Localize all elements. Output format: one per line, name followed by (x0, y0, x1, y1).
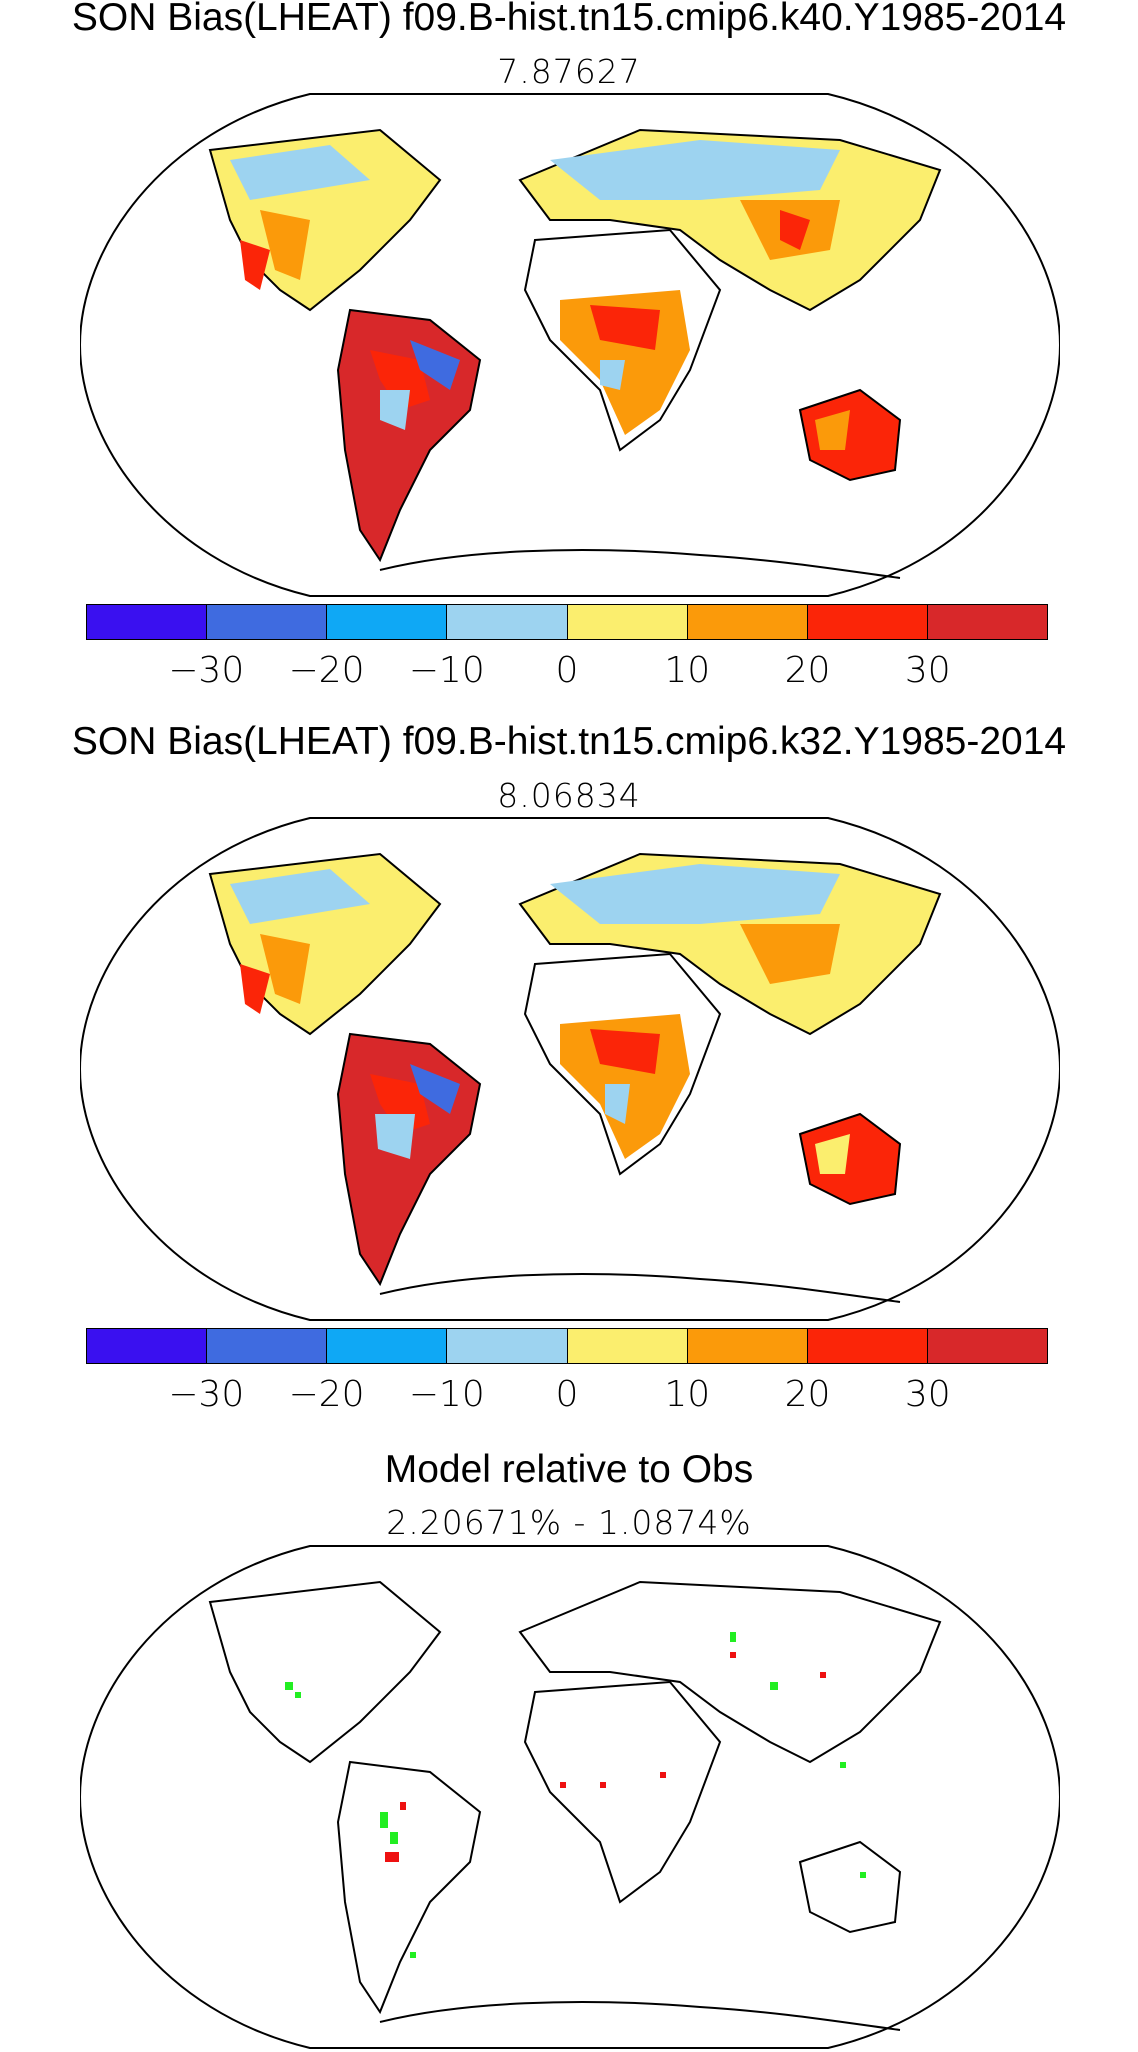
improve-cell (860, 1872, 866, 1878)
tick-label: 10 (664, 650, 711, 691)
colorbar-segment (207, 605, 328, 639)
tick-label: −20 (288, 1374, 365, 1415)
tick-label: 30 (904, 1374, 951, 1415)
tick-label: 10 (664, 1374, 711, 1415)
panel1-colorbar-ticks: −30 −20 −10 0 10 20 30 (86, 650, 1048, 691)
improve-cell (770, 1682, 778, 1690)
colorbar-segment (207, 1329, 328, 1363)
panel2-colorbar (86, 1328, 1048, 1364)
tick-label: −30 (168, 650, 245, 691)
improve-cell (285, 1682, 293, 1690)
colorbar-segment (927, 1329, 1047, 1363)
panel2-title: SON Bias(LHEAT) f09.B-hist.tn15.cmip6.k3… (71, 720, 1067, 763)
panel3-relative-map (80, 1545, 1060, 2049)
colorbar-segment (327, 605, 448, 639)
tick-label: −10 (408, 1374, 485, 1415)
panel2-colorbar-ticks: −30 −20 −10 0 10 20 30 (86, 1374, 1048, 1415)
colorbar-segment (687, 1329, 808, 1363)
tick-label: 30 (904, 650, 951, 691)
colorbar-segment (567, 1329, 688, 1363)
colorbar-segment (687, 605, 808, 639)
panel1-title: SON Bias(LHEAT) f09.B-hist.tn15.cmip6.k4… (71, 0, 1067, 39)
worse-cell (400, 1802, 406, 1810)
panel1-subtitle: 7.87627 (497, 52, 641, 91)
tick-label: 20 (784, 650, 831, 691)
worse-cell (820, 1672, 826, 1678)
worse-cell (730, 1652, 736, 1658)
colorbar-segment (567, 605, 688, 639)
improve-cell (840, 1762, 846, 1768)
colorbar-segment (447, 1329, 568, 1363)
colorbar-segment (87, 1329, 208, 1363)
improve-cell (390, 1832, 398, 1844)
worse-cell (660, 1772, 666, 1778)
improve-cell (295, 1692, 301, 1698)
tick-label: 20 (784, 1374, 831, 1415)
panel3-title: Model relative to Obs (384, 1448, 754, 1491)
panel1-bias-map (80, 93, 1060, 597)
colorbar-segment (807, 1329, 928, 1363)
worse-cell (600, 1782, 606, 1788)
worse-cell (385, 1852, 399, 1862)
tick-label: −10 (408, 650, 485, 691)
tick-label: −20 (288, 650, 365, 691)
colorbar-segment (447, 605, 568, 639)
colorbar-segment (927, 605, 1047, 639)
tick-label: −30 (168, 1374, 245, 1415)
colorbar-segment (327, 1329, 448, 1363)
improve-cell (380, 1812, 388, 1828)
panel1-colorbar (86, 604, 1048, 640)
panel2-subtitle: 8.06834 (497, 776, 641, 815)
improve-cell (410, 1952, 416, 1958)
panel3-subtitle: 2.20671% - 1.0874% (386, 1503, 752, 1542)
tick-label: 0 (555, 650, 579, 691)
panel2-bias-map (80, 817, 1060, 1321)
improve-cell (730, 1632, 736, 1642)
colorbar-segment (87, 605, 208, 639)
tick-label: 0 (555, 1374, 579, 1415)
australia (798, 388, 902, 482)
worse-cell (560, 1782, 566, 1788)
colorbar-segment (807, 605, 928, 639)
